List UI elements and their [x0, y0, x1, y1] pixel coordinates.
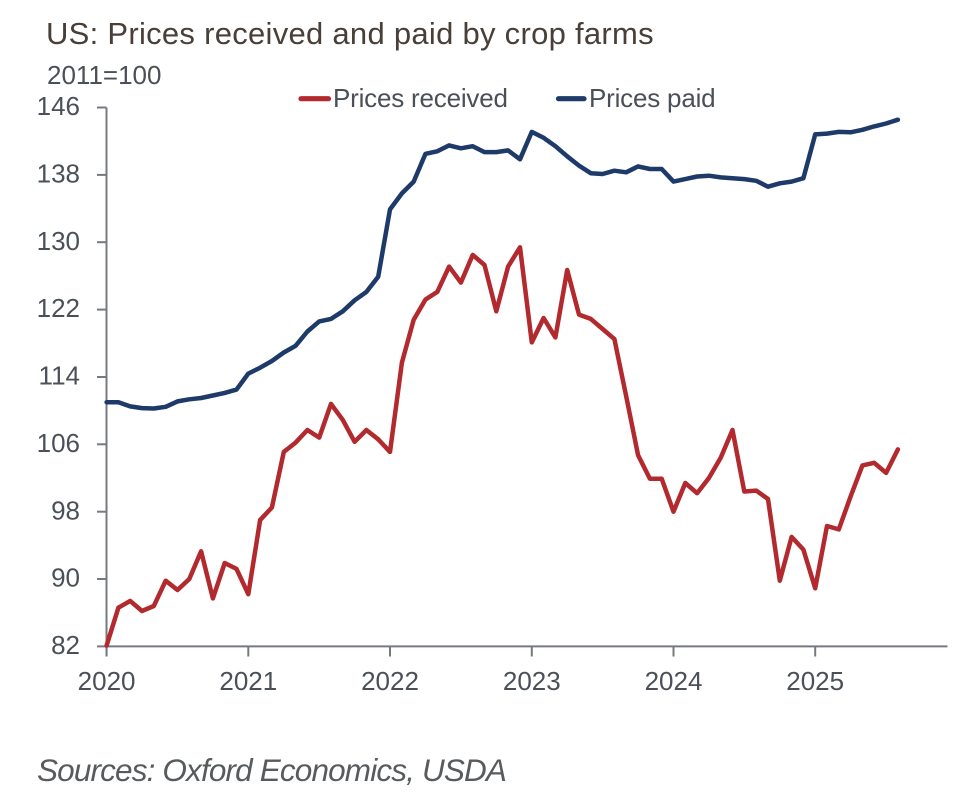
svg-text:2011=100: 2011=100 — [47, 60, 161, 90]
svg-text:130: 130 — [37, 226, 80, 256]
svg-text:2023: 2023 — [503, 666, 561, 696]
svg-text:2024: 2024 — [645, 666, 703, 696]
svg-text:2025: 2025 — [786, 666, 844, 696]
svg-text:US: Prices received and paid b: US: Prices received and paid by crop far… — [46, 16, 654, 51]
svg-text:82: 82 — [51, 630, 80, 660]
svg-text:2021: 2021 — [219, 666, 277, 696]
svg-text:106: 106 — [37, 428, 80, 458]
svg-text:2022: 2022 — [361, 666, 419, 696]
svg-text:98: 98 — [51, 495, 80, 525]
svg-text:Sources: Oxford Economics, USD: Sources: Oxford Economics, USDA — [37, 752, 506, 788]
svg-text:90: 90 — [51, 563, 80, 593]
svg-text:Prices received: Prices received — [333, 83, 508, 113]
svg-text:Prices paid: Prices paid — [589, 83, 715, 113]
svg-text:114: 114 — [39, 361, 80, 391]
svg-text:2020: 2020 — [78, 666, 136, 696]
svg-text:138: 138 — [37, 159, 80, 189]
svg-text:122: 122 — [37, 293, 80, 323]
svg-text:146: 146 — [37, 91, 80, 121]
